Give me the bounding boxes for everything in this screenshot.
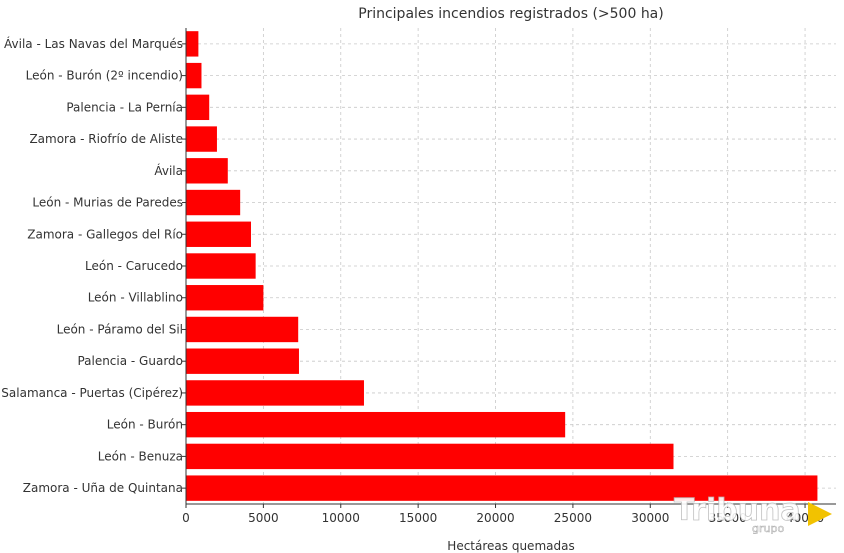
bar xyxy=(186,31,199,57)
y-tick-label: León - Villablino xyxy=(88,291,183,305)
y-tick-label: Salamanca - Puertas (Cipérez) xyxy=(1,386,183,400)
y-tick-label: Palencia - La Pernía xyxy=(66,100,183,114)
bar xyxy=(186,189,241,216)
bar xyxy=(186,475,818,501)
bar xyxy=(186,62,202,89)
bar xyxy=(186,158,228,184)
logo-subtext: grupo xyxy=(752,522,784,534)
bars xyxy=(186,31,818,501)
bar xyxy=(186,380,364,406)
x-tick-label: 5000 xyxy=(248,511,279,525)
bar xyxy=(186,285,264,311)
x-tick-label: 35000 xyxy=(709,511,747,525)
y-axis-labels: Zamora - Uña de Quintana León - Benuza Leó… xyxy=(1,36,186,495)
y-tick-label: León - Carucedo xyxy=(85,259,183,273)
x-tick-label: 20000 xyxy=(476,511,514,525)
y-tick-label: León - Burón xyxy=(107,418,183,432)
y-tick-label: Zamora - Gallegos del Río xyxy=(27,227,183,241)
play-icon xyxy=(808,502,832,526)
y-tick-label: Ávila xyxy=(154,163,183,178)
bar xyxy=(186,316,299,343)
x-axis-ticks: 0 5000 10000 15000 20000 25000 30000 35000 40000 xyxy=(182,504,824,525)
bar xyxy=(186,253,256,279)
bar xyxy=(186,94,210,121)
y-tick-label: León - Murias de Paredes xyxy=(32,196,183,210)
x-axis-label: Hectáreas quemadas xyxy=(447,539,574,553)
bar xyxy=(186,221,251,247)
x-tick-label: 0 xyxy=(182,511,190,525)
logo-text: Tribuna xyxy=(674,493,801,528)
y-tick-label: Ávila - Las Navas del Marqués xyxy=(4,36,183,51)
y-tick-label: León - Benuza xyxy=(98,449,183,463)
bar xyxy=(186,411,566,438)
y-tick-label: Palencia - Guardo xyxy=(77,354,183,368)
x-tick-label: 10000 xyxy=(322,511,360,525)
x-tick-label: 15000 xyxy=(399,511,437,525)
chart-title: Principales incendios registrados (>500 … xyxy=(358,6,663,22)
y-tick-label: León - Páramo del Sil xyxy=(57,322,183,336)
x-tick-label: 30000 xyxy=(631,511,669,525)
y-tick-label: Zamora - Uña de Quintana xyxy=(23,481,183,495)
tribuna-logo: Tribuna grupo xyxy=(674,493,832,534)
y-tick-label: Zamora - Riofrío de Aliste xyxy=(29,132,183,146)
y-tick-label: León - Burón (2º incendio) xyxy=(26,69,183,83)
x-tick-label: 25000 xyxy=(554,511,592,525)
bar xyxy=(186,443,674,470)
bar xyxy=(186,126,217,152)
bar xyxy=(186,348,299,374)
